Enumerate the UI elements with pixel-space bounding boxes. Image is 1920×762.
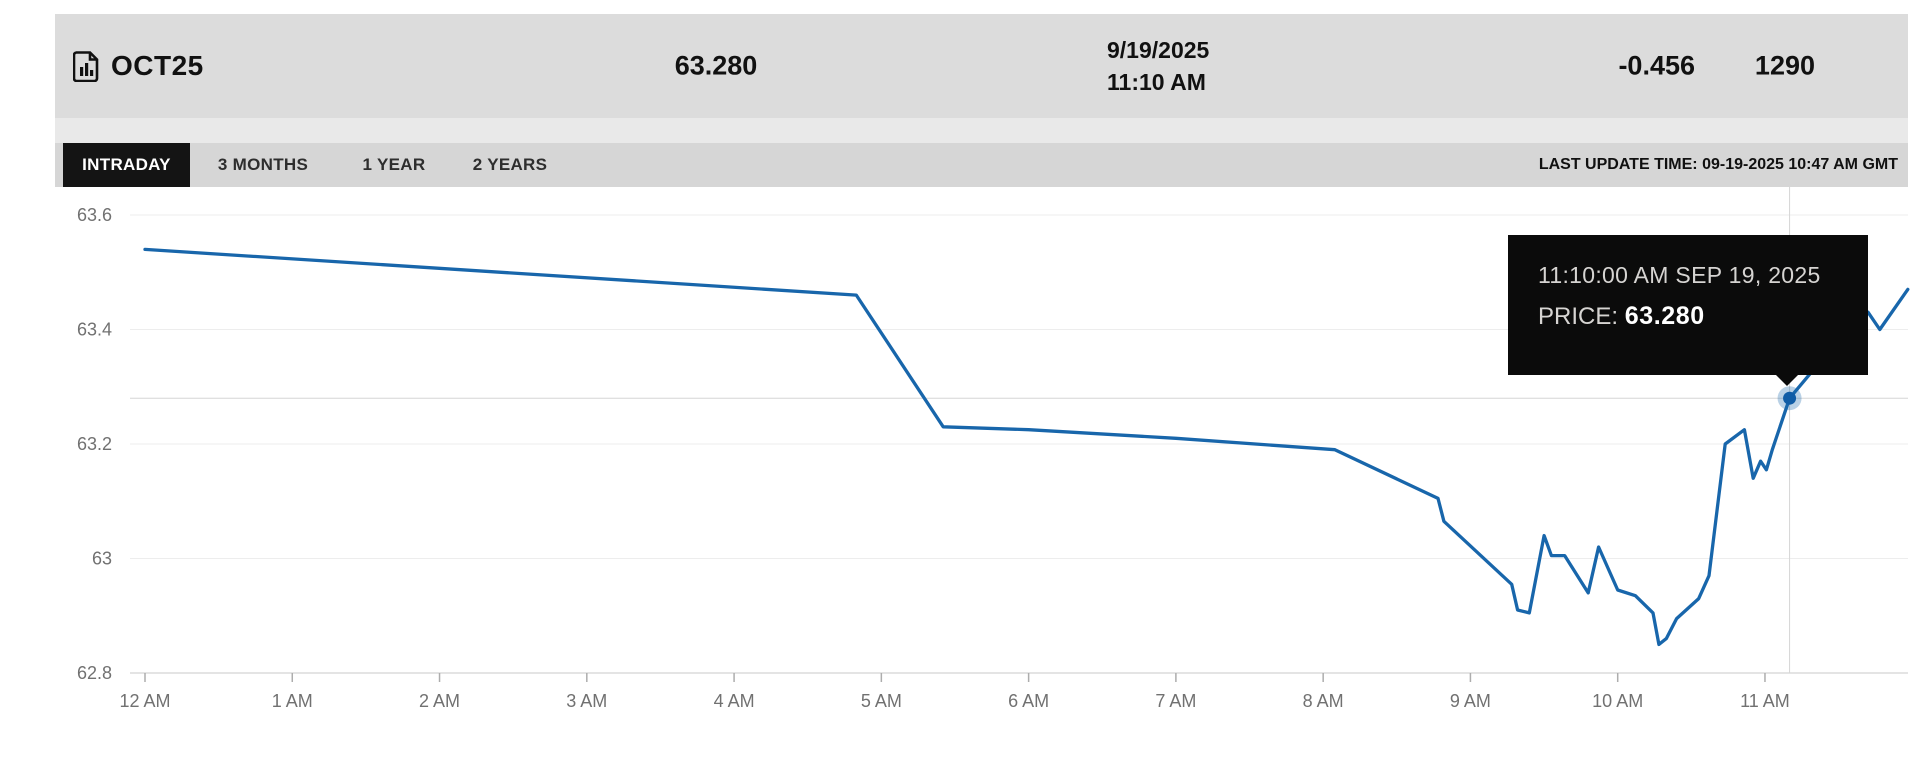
x-axis-label: 6 AM	[1008, 691, 1049, 711]
tooltip-price-label: PRICE:	[1538, 303, 1619, 330]
price-line	[143, 247, 1910, 647]
quote-time: 11:10 AM	[1107, 69, 1206, 95]
x-axis-label: 7 AM	[1155, 691, 1196, 711]
price-change: -0.456	[1618, 50, 1695, 81]
x-axis-label: 12 AM	[119, 691, 170, 711]
tab-intraday[interactable]: INTRADAY	[63, 143, 190, 187]
period-tab-bar: INTRADAY 3 MONTHS 1 YEAR 2 YEARS LAST UP…	[55, 143, 1908, 187]
quote-datetime: 9/19/2025 11:10 AM	[1107, 34, 1209, 98]
last-price: 63.280	[674, 50, 758, 81]
x-axis-label: 2 AM	[419, 691, 460, 711]
y-axis-label: 63	[92, 549, 112, 569]
instrument-symbol: OCT25	[111, 50, 204, 81]
volume-value: 1290	[1754, 50, 1815, 81]
chart-file-icon	[73, 50, 100, 82]
x-axis-label: 4 AM	[714, 691, 755, 711]
x-axis-label: 11 AM	[1740, 691, 1790, 711]
last-update-time: LAST UPDATE TIME: 09-19-2025 10:47 AM GM…	[1538, 156, 1898, 173]
chart-tooltip: 11:10:00 AM SEP 19, 2025 PRICE: 63.280	[1508, 235, 1868, 386]
x-axis-label: 8 AM	[1303, 691, 1344, 711]
x-axis-label: 10 AM	[1592, 691, 1643, 711]
tab-3-months[interactable]: 3 MONTHS	[217, 155, 309, 174]
instrument-header: OCT25 63.280 9/19/2025 11:10 AM -0.456 1…	[55, 14, 1908, 118]
header-divider-strip	[55, 118, 1908, 143]
quote-date: 9/19/2025	[1107, 37, 1210, 63]
y-axis-label: 62.8	[77, 663, 112, 683]
y-axis-label: 63.2	[77, 434, 112, 454]
tab-1-year[interactable]: 1 YEAR	[362, 155, 426, 174]
y-axis-label: 63.4	[77, 320, 112, 340]
tooltip-price-value: 63.280	[1624, 302, 1705, 330]
instrument-symbol-group: OCT25	[73, 50, 204, 82]
y-axis-label: 63.6	[77, 205, 112, 225]
tooltip-timestamp: 11:10:00 AM SEP 19, 2025	[1538, 262, 1821, 288]
tab-2-years[interactable]: 2 YEARS	[472, 155, 548, 174]
x-axis-label: 5 AM	[861, 691, 902, 711]
x-axis-label: 3 AM	[566, 691, 607, 711]
x-axis-label: 1 AM	[272, 691, 313, 711]
tooltip-price-row: PRICE: 63.280	[1538, 302, 1868, 331]
price-marker	[1783, 391, 1797, 405]
x-axis-label: 9 AM	[1450, 691, 1491, 711]
